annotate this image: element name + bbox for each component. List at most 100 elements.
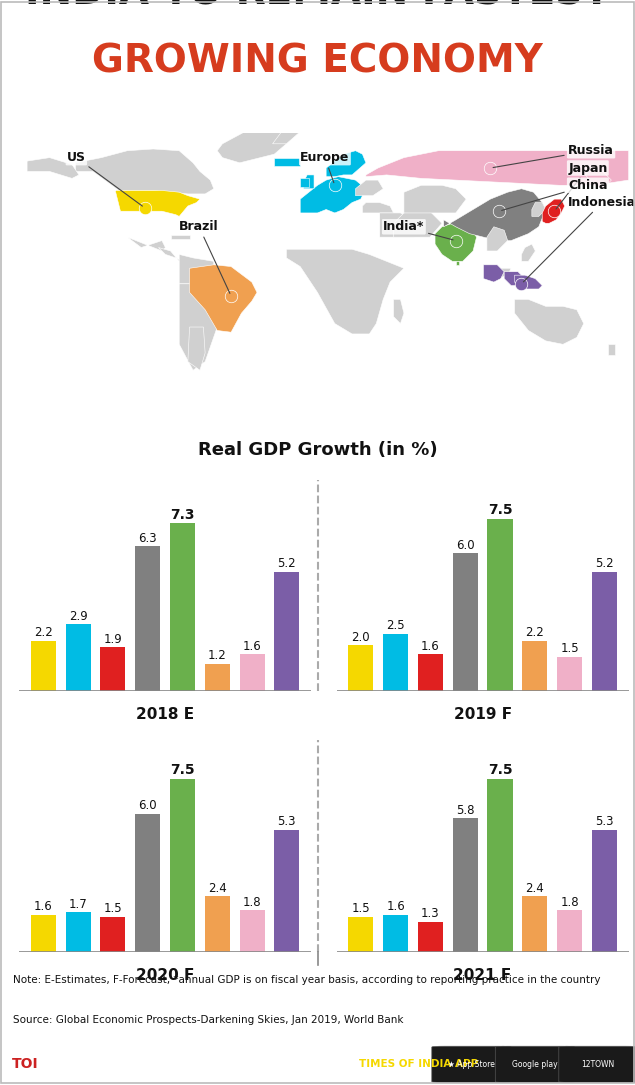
Polygon shape — [300, 178, 309, 187]
Text: 1.5: 1.5 — [352, 903, 370, 916]
Bar — [274, 572, 299, 691]
Bar — [592, 572, 617, 691]
Polygon shape — [304, 175, 314, 189]
Bar — [31, 915, 56, 952]
Text: 2.4: 2.4 — [525, 882, 544, 895]
Bar — [135, 814, 160, 952]
Text: Brazil: Brazil — [179, 220, 230, 293]
Text: 12TOWN: 12TOWN — [582, 1060, 615, 1069]
Bar — [274, 830, 299, 952]
Polygon shape — [394, 209, 442, 238]
FancyBboxPatch shape — [432, 1046, 511, 1083]
Text: 5.3: 5.3 — [595, 815, 613, 828]
Polygon shape — [27, 157, 79, 178]
Bar — [557, 656, 582, 691]
Polygon shape — [363, 203, 394, 213]
Text: 6.0: 6.0 — [456, 538, 474, 551]
Text: 1.5: 1.5 — [560, 642, 579, 655]
Bar — [170, 523, 195, 691]
Bar — [100, 648, 126, 691]
Polygon shape — [394, 299, 404, 323]
Text: 1.8: 1.8 — [560, 895, 579, 908]
Bar — [522, 896, 547, 952]
Polygon shape — [585, 168, 612, 189]
Text: 1.8: 1.8 — [243, 895, 262, 908]
Polygon shape — [171, 235, 190, 239]
Polygon shape — [487, 227, 507, 251]
Text: 1.9: 1.9 — [104, 633, 123, 646]
Text: ★ App Store: ★ App Store — [448, 1060, 495, 1069]
Polygon shape — [326, 151, 366, 177]
Bar — [100, 917, 126, 952]
Text: 1.6: 1.6 — [243, 640, 262, 653]
Polygon shape — [102, 191, 200, 216]
Polygon shape — [188, 327, 205, 370]
Text: 2.9: 2.9 — [69, 610, 88, 623]
Text: 5.2: 5.2 — [595, 557, 613, 570]
Polygon shape — [217, 131, 286, 163]
Polygon shape — [483, 265, 504, 282]
Polygon shape — [179, 284, 217, 370]
Text: 2.2: 2.2 — [525, 626, 544, 639]
Bar — [592, 830, 617, 952]
Text: 2019 F: 2019 F — [453, 707, 512, 723]
Text: 5.8: 5.8 — [456, 804, 474, 817]
Bar — [557, 910, 582, 952]
Bar — [170, 779, 195, 952]
FancyBboxPatch shape — [559, 1046, 635, 1083]
Polygon shape — [608, 344, 615, 355]
Polygon shape — [490, 268, 511, 279]
Bar — [522, 640, 547, 691]
Text: Indonesia: Indonesia — [523, 196, 635, 282]
Polygon shape — [366, 151, 629, 186]
Text: 1.3: 1.3 — [421, 907, 440, 920]
Polygon shape — [504, 271, 525, 285]
Text: India*: India* — [383, 220, 453, 240]
Polygon shape — [274, 157, 300, 166]
Text: GROWING ECONOMY: GROWING ECONOMY — [92, 42, 543, 80]
Text: 7.5: 7.5 — [488, 503, 512, 518]
Polygon shape — [542, 200, 565, 224]
Bar — [453, 553, 478, 691]
Polygon shape — [380, 213, 421, 238]
Polygon shape — [532, 203, 545, 216]
Text: 5.2: 5.2 — [277, 557, 296, 570]
Text: Google play: Google play — [512, 1060, 558, 1069]
Bar — [488, 779, 512, 952]
Text: 1.7: 1.7 — [69, 898, 88, 910]
Text: Russia: Russia — [493, 144, 614, 167]
Bar — [349, 646, 373, 691]
Polygon shape — [272, 130, 300, 144]
Text: China: China — [502, 179, 608, 210]
Bar — [204, 664, 230, 691]
Text: Real GDP Growth (in %): Real GDP Growth (in %) — [197, 441, 438, 459]
Text: 5.3: 5.3 — [277, 815, 296, 828]
Text: 2020 F: 2020 F — [136, 968, 194, 983]
Text: INDIA TO REMAIN FASTEST: INDIA TO REMAIN FASTEST — [25, 0, 610, 13]
Text: TIMES OF INDIA APP: TIMES OF INDIA APP — [359, 1059, 478, 1070]
Polygon shape — [444, 189, 545, 241]
Text: FOR MORE  INFOGRAPHICS DOWNLOAD: FOR MORE INFOGRAPHICS DOWNLOAD — [89, 1059, 323, 1070]
Text: 2021 F: 2021 F — [453, 968, 512, 983]
Text: Japan: Japan — [556, 162, 608, 209]
Text: 7.5: 7.5 — [488, 764, 512, 778]
Text: US: US — [67, 151, 142, 206]
Polygon shape — [514, 299, 584, 344]
Text: 1.6: 1.6 — [34, 901, 53, 914]
Bar — [418, 921, 443, 952]
Bar — [488, 519, 512, 691]
Text: 6.0: 6.0 — [138, 799, 157, 812]
Text: 2.5: 2.5 — [386, 620, 405, 633]
FancyBboxPatch shape — [495, 1046, 575, 1083]
Text: Source: Global Economic Prospects-Darkening Skies, Jan 2019, World Bank: Source: Global Economic Prospects-Darken… — [13, 1016, 403, 1025]
Polygon shape — [114, 224, 165, 251]
Bar — [239, 910, 265, 952]
Text: 7.5: 7.5 — [170, 764, 195, 778]
Bar — [383, 634, 408, 691]
Polygon shape — [179, 254, 214, 284]
Bar — [65, 912, 91, 952]
Bar — [383, 915, 408, 952]
Polygon shape — [286, 250, 404, 334]
Text: 1.2: 1.2 — [208, 649, 227, 662]
Polygon shape — [404, 186, 466, 213]
